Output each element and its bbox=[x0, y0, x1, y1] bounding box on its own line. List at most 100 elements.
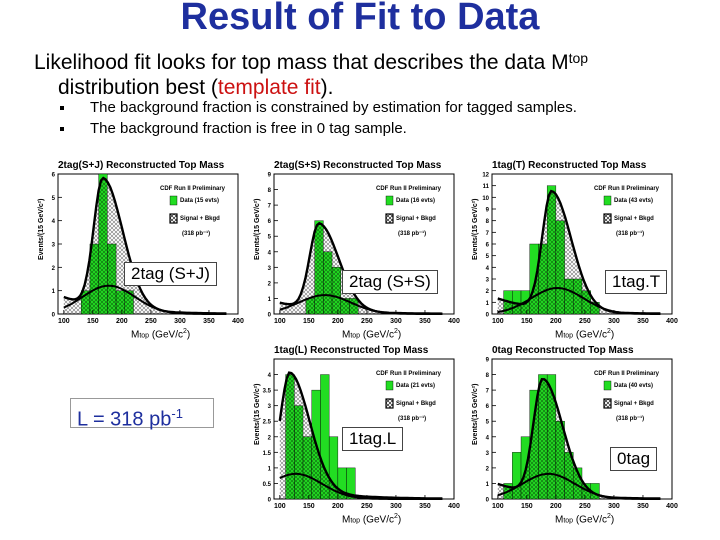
plot-title: 1tag(T) Reconstructed Top Mass bbox=[492, 160, 647, 171]
y-tick-label: 0 bbox=[268, 313, 272, 319]
x-axis-label-part: 2 bbox=[182, 328, 187, 335]
y-tick-label: 3 bbox=[268, 404, 272, 410]
x-tick-label: 350 bbox=[203, 318, 215, 325]
y-tick-label: 0 bbox=[486, 498, 490, 504]
x-tick-label: 400 bbox=[232, 318, 244, 325]
y-axis-label: Events/(15 GeV/c²) bbox=[472, 383, 479, 445]
x-tick-label: 400 bbox=[448, 503, 460, 510]
x-axis-label: Mtop (GeV/c2) bbox=[131, 328, 190, 340]
y-tick-label: 10 bbox=[482, 196, 489, 202]
x-axis-label-part: M bbox=[131, 329, 140, 341]
luminosity-text: L = 318 pb bbox=[77, 408, 172, 431]
y-tick-label: 3 bbox=[486, 451, 490, 457]
y-tick-label: 12 bbox=[482, 173, 489, 179]
x-tick-label: 100 bbox=[274, 503, 286, 510]
x-axis-label-part: ) bbox=[610, 329, 615, 341]
x-tick-label: 150 bbox=[303, 503, 315, 510]
y-tick-label: 3 bbox=[52, 243, 56, 249]
y-tick-label: 0 bbox=[486, 313, 490, 319]
x-tick-label: 400 bbox=[666, 503, 678, 510]
legend-data-swatch bbox=[603, 380, 612, 391]
y-tick-label: 7 bbox=[268, 204, 272, 210]
x-axis-label-part: ) bbox=[397, 514, 402, 526]
background-curve bbox=[63, 284, 227, 315]
x-tick-label: 250 bbox=[579, 503, 591, 510]
x-tick-label: 250 bbox=[361, 318, 373, 325]
fit-hatch-area bbox=[63, 178, 227, 314]
legend-lumi: (318 pb⁻¹) bbox=[616, 231, 645, 237]
y-tick-label: 1 bbox=[52, 289, 56, 295]
y-tick-label: 5 bbox=[486, 254, 490, 260]
y-axis-label: Events/(15 GeV/c²) bbox=[472, 198, 479, 260]
x-axis-label-part: top bbox=[563, 332, 574, 340]
fit-hatch-area bbox=[497, 191, 661, 314]
x-axis-label-part: M bbox=[555, 329, 564, 341]
intro-highlight: template fit bbox=[217, 76, 321, 99]
legend-lumi: (318 pb⁻¹) bbox=[182, 231, 211, 237]
y-tick-label: 6 bbox=[486, 243, 490, 249]
category-label: 1tag.L bbox=[342, 427, 404, 451]
y-tick-label: 7 bbox=[486, 389, 490, 395]
histogram-plot: 100 150 200 250 300 350 400 0 0.5 1 1.5 2 2.5 3 3.5 4 1t… bbox=[252, 345, 462, 525]
y-tick-label: 3 bbox=[268, 266, 272, 272]
intro-sub: top bbox=[568, 50, 589, 66]
x-tick-label: 200 bbox=[332, 503, 344, 510]
fit-hatch-area bbox=[279, 223, 443, 314]
histogram-plot: 100 150 200 250 300 350 400 0 1 2 3 4 5 6 7 8 9 0tag Reco… bbox=[470, 345, 680, 525]
legend-title: CDF Run II Preliminary bbox=[376, 186, 442, 192]
x-axis-label-part: 2 bbox=[393, 513, 398, 520]
y-tick-label: 6 bbox=[268, 219, 272, 225]
histogram-plot: 100 150 200 250 300 350 400 0 1 2 3 4 5 6 7 8 9 10 11 12 1ta… bbox=[470, 160, 680, 340]
plot-title: 0tag Reconstructed Top Mass bbox=[492, 345, 634, 356]
x-tick-label: 150 bbox=[521, 318, 533, 325]
y-tick-label: 1 bbox=[268, 466, 272, 472]
x-axis-label-part: 2 bbox=[606, 328, 611, 335]
histogram-svg: 100 150 200 250 300 350 400 0 1 2 3 4 5 6 7 8 9 bbox=[486, 358, 678, 511]
y-tick-label: 2 bbox=[268, 281, 272, 287]
category-label: 2tag (S+S) bbox=[342, 270, 438, 294]
x-axis-label-part: top bbox=[563, 517, 574, 525]
x-axis-label: Mtop (GeV/c2) bbox=[555, 328, 614, 340]
x-axis-label-part: 2 bbox=[606, 513, 611, 520]
legend-lumi: (318 pb⁻¹) bbox=[398, 231, 427, 237]
intro-line1: Likelihood fit looks for top mass that d… bbox=[34, 51, 569, 74]
legend-data-swatch bbox=[603, 195, 612, 206]
legend-signal-swatch bbox=[603, 398, 612, 409]
y-tick-label: 2 bbox=[486, 289, 490, 295]
intro-line2a: distribution best ( bbox=[58, 76, 218, 99]
y-tick-label: 8 bbox=[268, 188, 272, 194]
x-tick-label: 100 bbox=[58, 318, 70, 325]
bullet-list: The background fraction is constrained b… bbox=[60, 97, 577, 139]
legend-signal: Signal + Bkgd bbox=[396, 401, 436, 407]
y-axis-label: Events/(15 GeV/c²) bbox=[254, 383, 261, 445]
legend-data-swatch bbox=[169, 195, 178, 206]
y-tick-label: 4 bbox=[486, 266, 490, 272]
y-tick-label: 9 bbox=[268, 173, 272, 179]
category-label: 2tag (S+J) bbox=[124, 262, 217, 286]
y-axis-label: Events/(15 GeV/c²) bbox=[38, 198, 45, 260]
background-curve bbox=[497, 472, 661, 500]
x-tick-label: 200 bbox=[116, 318, 128, 325]
legend-title: CDF Run II Preliminary bbox=[160, 186, 226, 192]
y-tick-label: 1.5 bbox=[263, 451, 272, 457]
legend-data: Data (15 evts) bbox=[180, 198, 220, 204]
x-axis-label-part: (GeV/c bbox=[573, 514, 607, 526]
x-tick-label: 100 bbox=[492, 318, 504, 325]
x-axis-label-part: (GeV/c bbox=[149, 329, 183, 341]
x-axis-label-part: M bbox=[555, 514, 564, 526]
fit-hatch-area bbox=[279, 372, 443, 499]
x-tick-label: 200 bbox=[332, 318, 344, 325]
legend-signal-swatch bbox=[385, 398, 394, 409]
x-axis-label-part: top bbox=[350, 332, 361, 340]
category-label: 0tag bbox=[610, 447, 658, 471]
y-tick-label: 1 bbox=[268, 297, 272, 303]
y-axis-label: Events/(15 GeV/c²) bbox=[254, 198, 261, 260]
x-tick-label: 100 bbox=[274, 318, 286, 325]
legend-signal-swatch bbox=[385, 213, 394, 224]
background-curve bbox=[497, 286, 661, 315]
x-axis-label-part: M bbox=[342, 329, 351, 341]
x-axis-label-part: 2 bbox=[393, 328, 398, 335]
x-axis-label-part: ) bbox=[610, 514, 615, 526]
background-curve bbox=[279, 472, 443, 500]
